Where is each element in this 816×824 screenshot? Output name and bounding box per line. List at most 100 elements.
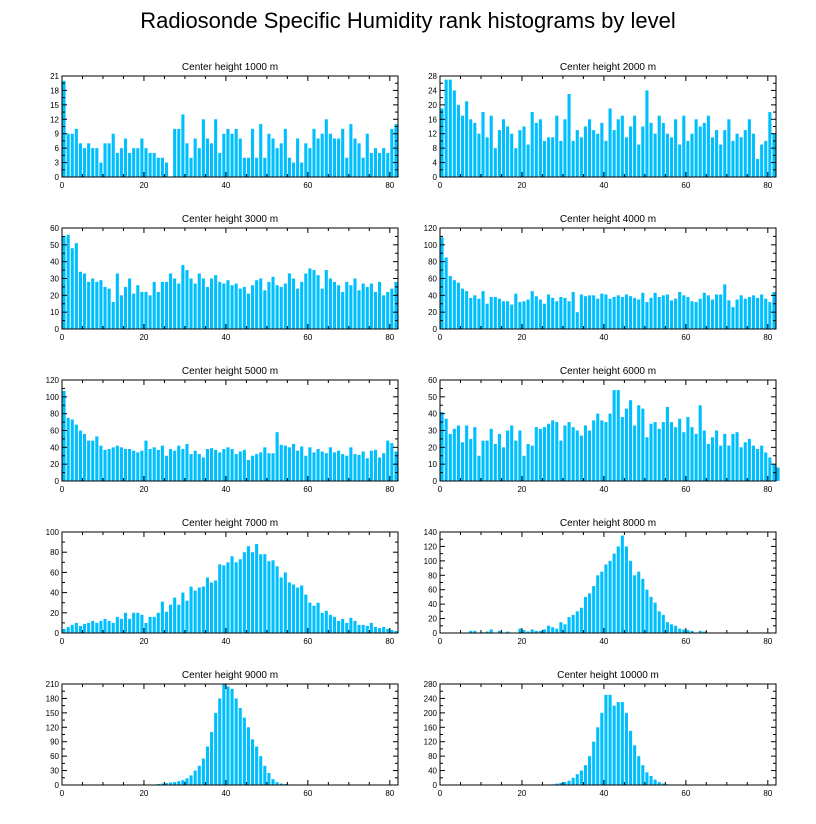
histogram-bar	[222, 133, 226, 177]
histogram-bar	[283, 572, 287, 633]
histogram-bar	[489, 629, 493, 633]
x-tick-label: 40	[599, 637, 608, 646]
histogram-bar	[169, 782, 173, 785]
histogram-bar	[62, 80, 66, 177]
histogram-bar	[628, 730, 633, 785]
histogram-bar	[271, 560, 275, 633]
x-tick-label: 60	[303, 181, 312, 190]
histogram-bar	[534, 630, 538, 633]
histogram-bar	[702, 631, 706, 633]
histogram-bar	[624, 712, 628, 785]
histogram-bar	[267, 772, 271, 785]
histogram-bar	[465, 291, 469, 330]
histogram-bar	[534, 427, 538, 481]
histogram-bar	[357, 624, 361, 633]
histogram-bar	[604, 422, 608, 481]
histogram-bar	[255, 454, 259, 481]
histogram-bar	[361, 451, 365, 481]
histogram-bar	[628, 560, 633, 633]
histogram-bar	[66, 234, 70, 329]
histogram-bar	[386, 152, 390, 177]
histogram-bar	[300, 446, 304, 481]
histogram-bar	[522, 301, 526, 329]
histogram-bar	[600, 420, 604, 481]
x-tick-label: 0	[438, 789, 443, 798]
histogram-bar	[316, 138, 320, 177]
histogram-bar	[341, 618, 345, 633]
histogram-bar	[177, 604, 181, 633]
histogram-bar	[386, 291, 390, 329]
histogram-bar	[506, 631, 510, 633]
histogram-bar	[620, 297, 624, 329]
histogram-bar	[674, 298, 678, 329]
histogram-bar	[353, 620, 357, 633]
histogram-bar	[575, 774, 579, 785]
histogram-bar	[205, 138, 210, 177]
histogram-bar	[460, 442, 465, 481]
histogram-bar	[316, 275, 320, 329]
histogram-bar	[320, 133, 324, 177]
y-tick-label: 120	[46, 723, 60, 732]
histogram-bar	[526, 631, 530, 633]
histogram-bar	[555, 115, 559, 177]
histogram-bar	[386, 440, 390, 481]
histogram-bar	[493, 297, 497, 329]
histogram-bar	[156, 449, 160, 481]
histogram-bar	[501, 301, 506, 329]
histogram-bar	[222, 449, 226, 481]
histogram-bar	[234, 698, 238, 785]
histogram-bar	[456, 104, 460, 177]
panel-title: Center height 6000 m	[560, 366, 656, 377]
histogram-bar	[300, 162, 304, 177]
histogram-bar	[185, 143, 189, 177]
histogram-bar	[551, 420, 555, 481]
histogram-bar	[222, 283, 226, 329]
histogram-bar	[111, 622, 115, 633]
histogram-bar	[99, 620, 103, 633]
y-tick-label: 12	[50, 115, 59, 124]
y-tick-label: 140	[424, 528, 438, 537]
y-tick-label: 0	[433, 629, 438, 638]
histogram-bar	[641, 126, 645, 177]
histogram-bar	[469, 630, 473, 633]
histogram-bar	[563, 425, 567, 481]
histogram-bar	[62, 390, 66, 481]
histogram-bar	[657, 782, 661, 785]
histogram-bar	[735, 299, 739, 329]
histogram-bar	[592, 586, 596, 633]
histogram-bar	[345, 157, 349, 177]
histogram-bar	[583, 765, 588, 785]
y-tick-label: 80	[428, 571, 437, 580]
histogram-bar	[641, 408, 645, 481]
histogram-bar	[489, 115, 493, 177]
histogram-bar	[148, 152, 152, 177]
histogram-panel: Center height 9000 m 0 30 60 90 120 150 180 210 0…	[46, 670, 399, 798]
x-tick-label: 0	[438, 181, 443, 190]
histogram-bar	[169, 449, 173, 481]
histogram-bar	[250, 455, 255, 481]
histogram-bar	[164, 783, 169, 785]
histogram-bar	[197, 148, 201, 177]
histogram-bar	[152, 447, 156, 481]
histogram-bar	[768, 112, 772, 177]
histogram-bar	[444, 79, 448, 177]
histogram-bar	[349, 617, 353, 633]
histogram-bar	[201, 758, 205, 785]
histogram-bar	[62, 236, 66, 329]
histogram-bar	[448, 433, 452, 481]
histogram-bar	[144, 622, 148, 633]
histogram-bar	[690, 427, 694, 481]
histogram-bar	[518, 130, 522, 177]
figure-title: Radiosonde Specific Humidity rank histog…	[140, 8, 676, 33]
panel-title: Center height 10000 m	[557, 670, 659, 681]
y-tick-label: 60	[50, 224, 59, 233]
histogram-bar	[542, 140, 547, 177]
histogram-bar	[452, 90, 456, 177]
histogram-bar	[345, 281, 349, 329]
histogram-panel: Center height 6000 m 0 10 20 30 40 50 60 0 20 40 60…	[428, 366, 780, 494]
histogram-bar	[579, 770, 583, 785]
x-tick-label: 60	[681, 181, 690, 190]
histogram-bar	[702, 430, 706, 481]
histogram-bar	[653, 422, 657, 481]
histogram-bar	[764, 140, 768, 177]
